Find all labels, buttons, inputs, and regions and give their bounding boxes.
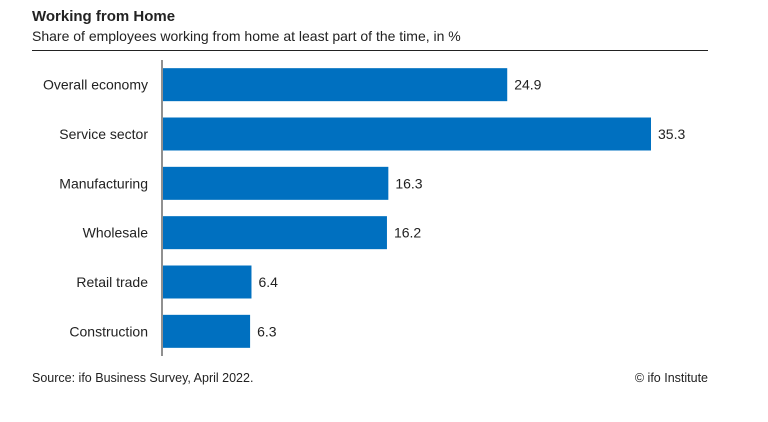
category-label: Construction: [69, 323, 148, 339]
bar: [163, 68, 508, 102]
category-label: Manufacturing: [59, 175, 148, 191]
value-label: 35.3: [658, 126, 685, 142]
title-rule: [32, 50, 708, 51]
chart-subtitle: Share of employees working from home at …: [32, 28, 461, 44]
category-label: Service sector: [59, 126, 148, 142]
value-label: 6.3: [257, 323, 277, 339]
bar: [163, 265, 252, 299]
category-label: Retail trade: [76, 274, 148, 290]
category-label: Overall economy: [43, 77, 148, 93]
source-note: Source: ifo Business Survey, April 2022.: [32, 371, 254, 385]
value-label: 16.2: [394, 225, 421, 241]
value-label: 6.4: [258, 274, 278, 290]
value-label: 24.9: [514, 77, 541, 93]
chart-title: Working from Home: [32, 8, 176, 25]
bar: [163, 166, 389, 200]
category-label: Wholesale: [83, 225, 149, 241]
copyright-credit: © ifo Institute: [634, 371, 708, 385]
bar: [163, 117, 651, 151]
bar: [163, 314, 251, 348]
bar: [163, 216, 387, 250]
value-label: 16.3: [395, 175, 422, 191]
